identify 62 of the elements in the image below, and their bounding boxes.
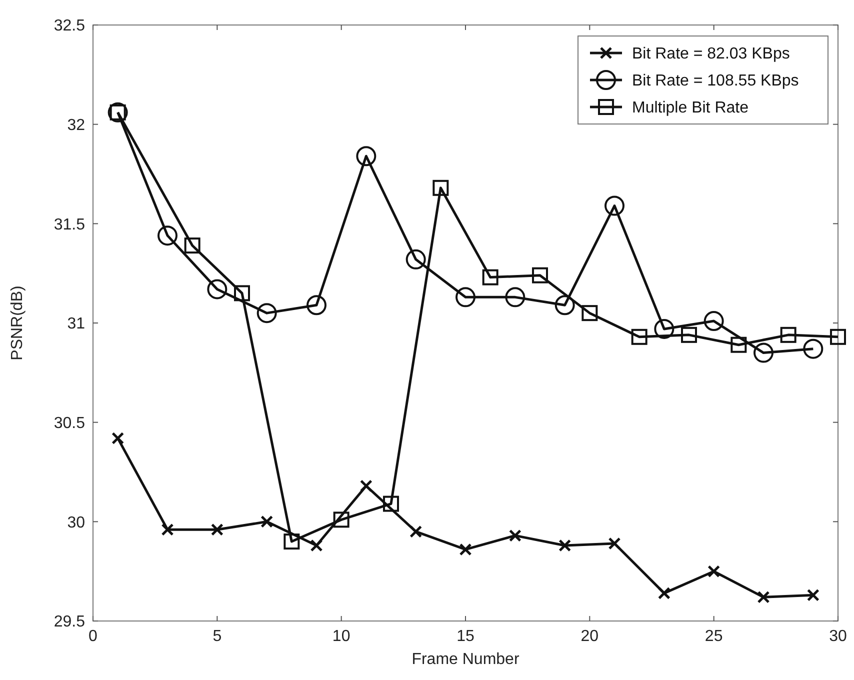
point xyxy=(161,523,174,536)
point xyxy=(505,287,526,308)
point xyxy=(184,238,200,254)
x-tick-label: 25 xyxy=(704,628,723,645)
point xyxy=(333,512,350,528)
point xyxy=(608,537,621,550)
y-tick-label: 30.5 xyxy=(54,414,86,432)
point xyxy=(754,342,774,363)
point xyxy=(604,196,624,216)
point xyxy=(406,249,426,270)
x-tick-label: 30 xyxy=(829,628,847,645)
x-tick-label: 10 xyxy=(332,628,350,645)
point xyxy=(234,285,250,302)
point xyxy=(459,543,472,556)
y-tick-label: 29.5 xyxy=(54,614,86,631)
point xyxy=(803,338,824,359)
point xyxy=(356,146,376,166)
point xyxy=(210,523,224,536)
point xyxy=(554,295,575,316)
point xyxy=(310,539,323,552)
legend-label: Bit Rate = 108.55 KBps xyxy=(632,72,799,90)
point xyxy=(360,480,372,492)
y-tick-label: 32.5 xyxy=(54,18,86,35)
point xyxy=(658,586,670,600)
x-tick-label: 5 xyxy=(212,628,222,645)
point xyxy=(730,336,747,353)
point xyxy=(432,180,449,196)
point xyxy=(806,588,820,602)
x-tick-label: 15 xyxy=(456,628,474,645)
y-tick-label: 32 xyxy=(67,116,86,134)
x-axis-title: Frame Number xyxy=(412,651,520,668)
point xyxy=(158,226,178,246)
legend-label: Bit Rate = 82.03 KBps xyxy=(632,46,790,63)
point xyxy=(508,529,522,542)
point xyxy=(681,326,697,343)
x-tick-label: 0 xyxy=(88,628,98,645)
point xyxy=(256,303,277,324)
point xyxy=(631,328,648,345)
point xyxy=(558,539,572,552)
point xyxy=(708,565,720,578)
point xyxy=(830,328,846,345)
y-axis-title: PSNR(dB) xyxy=(9,286,26,360)
point xyxy=(704,311,724,332)
point xyxy=(780,326,796,343)
point xyxy=(582,305,598,322)
y-tick-label: 31.5 xyxy=(54,216,86,234)
point xyxy=(482,269,498,286)
point xyxy=(207,279,228,300)
point xyxy=(383,496,399,512)
point xyxy=(654,318,674,339)
y-tick-label: 30 xyxy=(67,514,86,532)
point xyxy=(112,432,124,444)
point xyxy=(306,295,326,316)
point xyxy=(284,534,300,550)
legend-label: Multiple Bit Rate xyxy=(632,100,749,117)
point xyxy=(410,525,422,538)
point xyxy=(757,590,770,604)
point xyxy=(260,515,274,528)
point xyxy=(456,287,476,308)
x-tick-label: 20 xyxy=(580,628,599,645)
y-tick-label: 31 xyxy=(67,316,86,333)
point xyxy=(532,267,548,284)
